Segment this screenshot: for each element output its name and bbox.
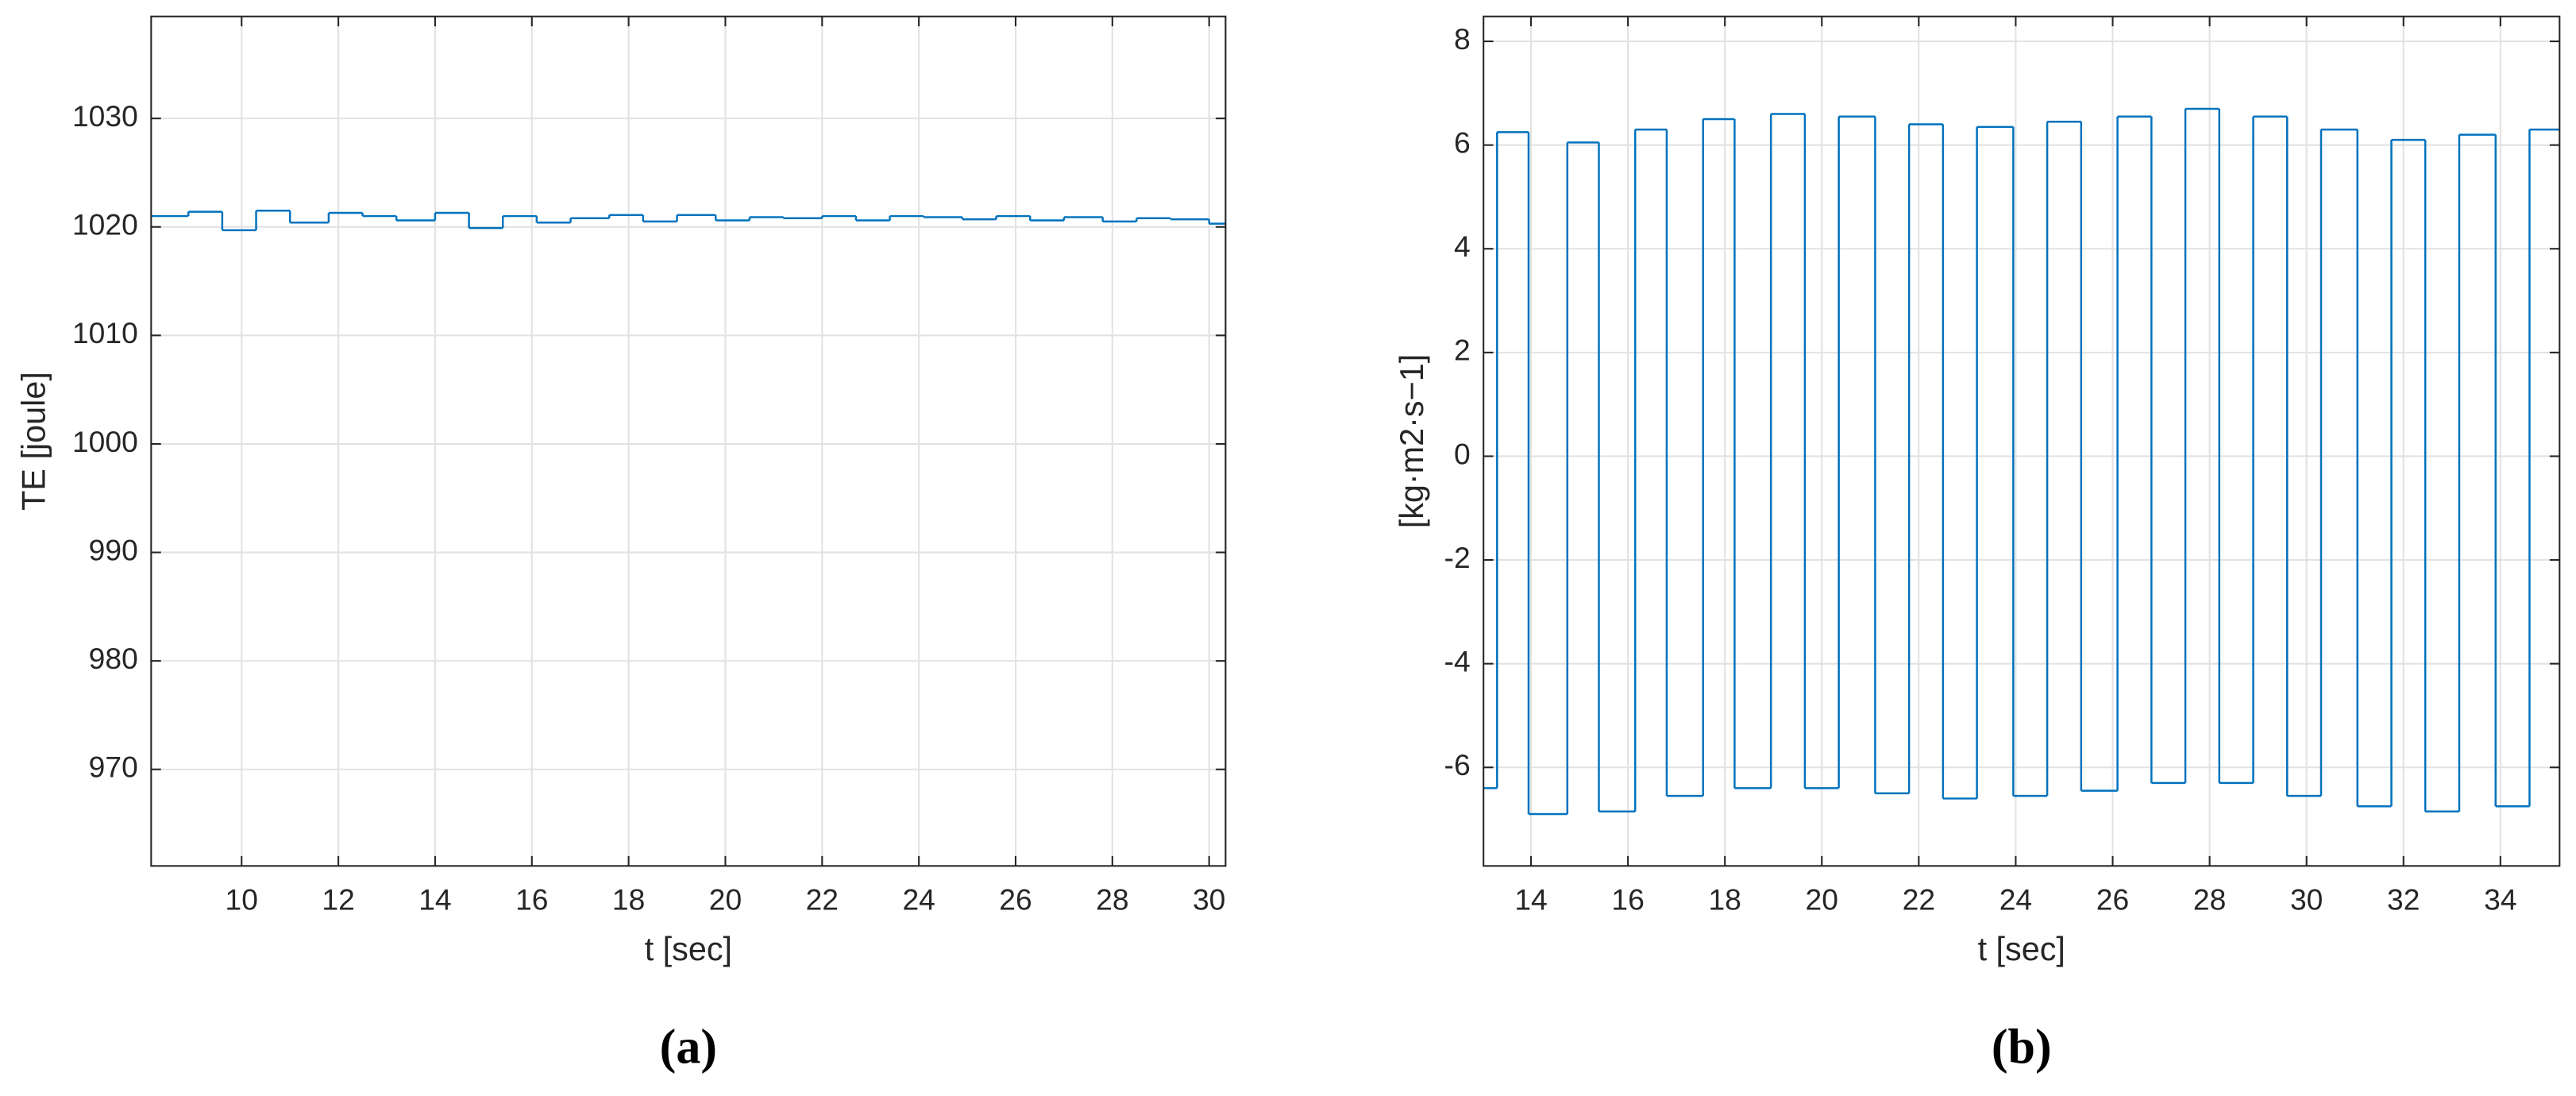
x-tick-label: 16	[1611, 883, 1644, 917]
x-tick-label: 26	[999, 883, 1032, 917]
y-tick-label: -6	[1444, 748, 1471, 781]
y-tick-label: -4	[1444, 644, 1471, 677]
y-axis-label: [kg·m2·s−1]	[1394, 354, 1430, 529]
y-tick-label: 980	[89, 642, 138, 675]
x-tick-label: 30	[1193, 883, 1225, 917]
y-tick-label: 1010	[72, 316, 138, 349]
y-tick-label: 990	[89, 533, 138, 566]
x-tick-label: 14	[418, 883, 451, 917]
x-tick-label: 28	[2193, 883, 2226, 917]
y-tick-label: 970	[89, 751, 138, 784]
axes-box	[150, 15, 1227, 867]
y-tick-label: 0	[1454, 437, 1471, 470]
x-axis-label: t [sec]	[645, 931, 732, 967]
x-tick-label: 10	[226, 883, 258, 917]
x-tick-label: 12	[322, 883, 354, 917]
x-tick-label: 14	[1514, 883, 1547, 917]
y-tick-label: 1000	[72, 425, 138, 458]
y-tick-label: 2	[1454, 334, 1471, 367]
y-axis-label: TE [joule]	[15, 372, 52, 511]
caption: (a)	[660, 1020, 717, 1074]
y-tick-label: 6	[1454, 125, 1471, 159]
caption: (b)	[1992, 1020, 2052, 1074]
x-tick-label: 26	[2096, 883, 2129, 917]
x-tick-label: 34	[2484, 883, 2516, 917]
x-tick-label: 24	[902, 883, 935, 917]
chart-panel: 10 12 14 16 18 20 22 24 26 28 30 970 980 990 1000 1010 1…	[15, 15, 1227, 1074]
y-tick-label: 1020	[72, 208, 138, 241]
y-tick-label: 4	[1454, 230, 1471, 263]
x-axis-label: t [sec]	[1978, 931, 2065, 967]
x-tick-label: 20	[709, 883, 742, 917]
x-tick-label: 18	[612, 883, 645, 917]
x-tick-label: 22	[806, 883, 839, 917]
x-tick-label: 20	[1806, 883, 1838, 917]
x-tick-label: 32	[2387, 883, 2420, 917]
y-tick-label: -2	[1444, 541, 1471, 574]
x-tick-label: 16	[515, 883, 548, 917]
x-tick-label: 22	[1903, 883, 1935, 917]
x-tick-label: 18	[1708, 883, 1741, 917]
y-tick-label: 8	[1454, 22, 1471, 56]
axes-box	[1483, 15, 2561, 867]
x-tick-label: 30	[2290, 883, 2323, 917]
y-tick-label: 1030	[72, 99, 138, 133]
x-tick-label: 24	[1999, 883, 2032, 917]
x-tick-label: 28	[1096, 883, 1128, 917]
